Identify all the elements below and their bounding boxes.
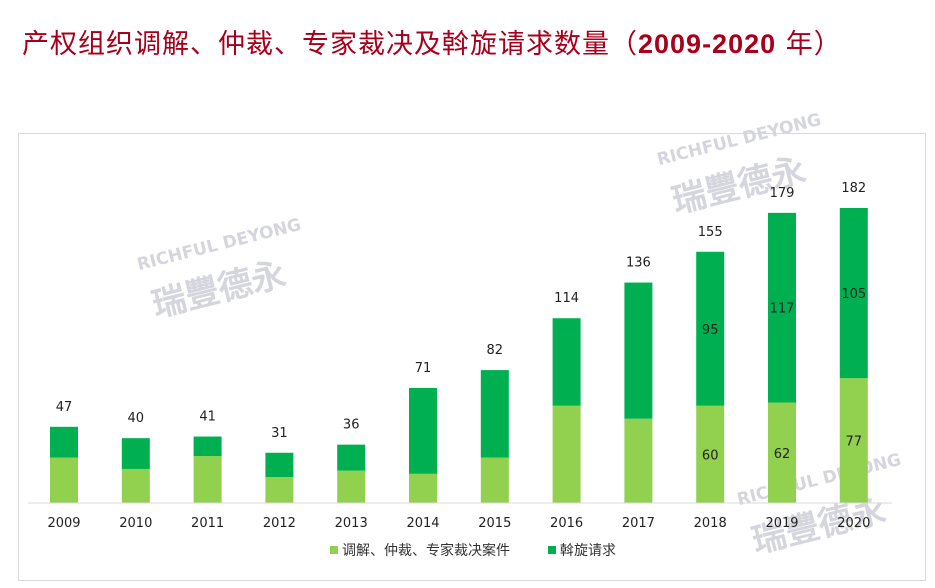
- bar-mediation-requests-2014: [409, 387, 437, 474]
- bar-mediation-requests-2012: [265, 452, 294, 478]
- total-label: 36: [343, 418, 360, 433]
- total-label: 71: [415, 361, 432, 376]
- total-label: 31: [271, 426, 288, 441]
- total-label: 155: [698, 225, 723, 240]
- legend-label: 调解、仲裁、专家裁决案件: [342, 542, 510, 559]
- total-label: 136: [626, 256, 651, 271]
- bar-cases-2019: [768, 402, 796, 503]
- bar-cases-2010: [121, 468, 150, 503]
- bar-cases-2014: [409, 473, 437, 503]
- bar-mediation-requests-2019: [768, 212, 796, 403]
- total-label: 47: [56, 400, 73, 415]
- bar-mediation-requests-2010: [121, 438, 150, 469]
- data-label: 105: [841, 287, 866, 302]
- x-tick-label: 2015: [478, 516, 511, 531]
- bar-mediation-requests-2015: [480, 370, 509, 458]
- chart-frame: [18, 133, 926, 581]
- x-tick-label: 2019: [765, 516, 798, 531]
- x-tick-label: 2009: [47, 516, 80, 531]
- bar-cases-2011: [193, 455, 222, 503]
- total-label: 40: [128, 411, 145, 426]
- bar-cases-2012: [265, 477, 294, 503]
- data-label: 62: [774, 447, 791, 462]
- page-title: 产权组织调解、仲裁、专家裁决及斡旋请求数量（2009-2020 年）: [22, 22, 842, 61]
- bar-cases-2018: [696, 405, 725, 503]
- data-label: 95: [702, 323, 719, 338]
- total-label: 82: [487, 343, 504, 358]
- total-label: 114: [554, 291, 579, 306]
- data-label: 77: [846, 435, 863, 450]
- x-tick-label: 2013: [335, 516, 368, 531]
- title-text: 产权组织调解、仲裁、专家裁决及斡旋请求数量（: [22, 29, 638, 60]
- x-tick-label: 2017: [622, 516, 655, 531]
- title-end: 年）: [776, 29, 842, 60]
- bar-cases-2015: [480, 457, 509, 503]
- legend-swatch: [330, 546, 338, 554]
- x-tick-label: 2018: [694, 516, 727, 531]
- legend-swatch: [548, 546, 556, 554]
- bar-cases-2020: [839, 378, 868, 503]
- total-label: 41: [199, 410, 216, 425]
- bar-cases-2017: [624, 418, 653, 503]
- x-tick-label: 2016: [550, 516, 583, 531]
- bar-mediation-requests-2018: [696, 251, 725, 406]
- bar-mediation-requests-2020: [839, 208, 868, 379]
- data-label: 60: [702, 448, 719, 463]
- legend-label: 斡旋请求: [560, 543, 616, 559]
- total-label: 182: [841, 181, 866, 196]
- title-years: 2009-2020: [638, 29, 777, 59]
- bar-mediation-requests-2017: [624, 282, 653, 419]
- bar-mediation-requests-2013: [337, 444, 366, 471]
- bar-mediation-requests-2016: [552, 318, 581, 406]
- bar-cases-2009: [50, 457, 78, 503]
- x-tick-label: 2012: [263, 516, 296, 531]
- bar-cases-2016: [552, 405, 581, 503]
- x-tick-label: 2011: [191, 516, 224, 531]
- bar-mediation-requests-2011: [193, 436, 222, 456]
- bar-mediation-requests-2009: [50, 426, 78, 458]
- bar-cases-2013: [337, 470, 366, 503]
- total-label: 179: [770, 186, 795, 201]
- x-tick-label: 2010: [119, 516, 152, 531]
- x-tick-label: 2020: [837, 516, 870, 531]
- data-label: 117: [770, 302, 795, 317]
- x-tick-label: 2014: [406, 516, 439, 531]
